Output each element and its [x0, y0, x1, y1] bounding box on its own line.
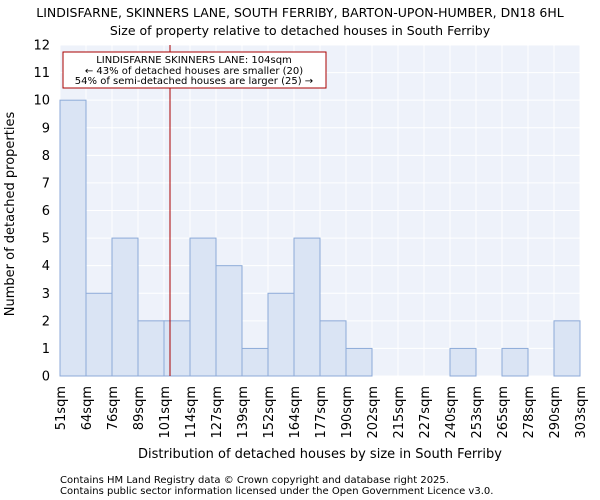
x-tick-label: 190sqm [340, 386, 355, 439]
y-tick-label: 11 [33, 66, 50, 81]
y-tick-label: 10 [33, 94, 50, 109]
bar [59, 99, 87, 377]
y-tick-label: 3 [42, 287, 50, 302]
bar [319, 320, 347, 377]
x-tick-label: 64sqm [80, 386, 95, 430]
bar [215, 265, 243, 377]
x-tick-label: 114sqm [184, 386, 199, 439]
bar [553, 320, 581, 377]
bar [163, 320, 191, 377]
bar [345, 347, 373, 377]
bar [267, 292, 295, 377]
bar [501, 347, 529, 377]
bar [137, 320, 165, 377]
y-tick-label: 1 [42, 342, 50, 357]
y-tick-label: 7 [42, 176, 50, 191]
y-tick-label: 4 [42, 259, 50, 274]
bar [111, 237, 139, 377]
bars [59, 99, 581, 377]
y-tick-label: 8 [42, 149, 50, 164]
x-tick-label: 51sqm [54, 386, 69, 430]
x-tick-label: 215sqm [392, 386, 407, 439]
x-tick-label: 127sqm [210, 386, 225, 439]
y-tick-label: 6 [42, 204, 50, 219]
y-tick-label: 0 [42, 370, 50, 385]
x-tick-label: 265sqm [496, 386, 511, 439]
x-tick-label: 202sqm [366, 386, 381, 439]
footer-line-2: Contains public sector information licen… [60, 486, 493, 497]
x-tick-label: 101sqm [158, 386, 173, 439]
annotation-line-2: ← 43% of detached houses are smaller (20… [85, 66, 303, 77]
x-tick-label: 152sqm [262, 386, 277, 439]
x-tick-label: 76sqm [106, 386, 121, 430]
y-tick-label: 9 [42, 121, 50, 136]
y-tick-label: 2 [42, 314, 50, 329]
chart-subtitle: Size of property relative to detached ho… [110, 23, 491, 38]
annotation-line-1: LINDISFARNE SKINNERS LANE: 104sqm [96, 55, 292, 66]
x-tick-label: 164sqm [288, 386, 303, 439]
x-tick-label: 253sqm [470, 386, 485, 439]
x-tick-label: 227sqm [418, 386, 433, 439]
x-axis-ticks: 51sqm 64sqm 76sqm 89sqm 101sqm 114sqm 127sqm 13… [54, 386, 589, 439]
x-tick-label: 303sqm [574, 386, 589, 439]
footer-line-1: Contains HM Land Registry data © Crown c… [60, 475, 449, 486]
chart-title: LINDISFARNE, SKINNERS LANE, SOUTH FERRIB… [36, 5, 564, 20]
bar [449, 347, 477, 377]
bar [293, 237, 321, 377]
x-tick-label: 89sqm [132, 386, 147, 430]
x-tick-label: 290sqm [548, 386, 563, 439]
annotation-line-3: 54% of semi-detached houses are larger (… [75, 76, 313, 87]
bar [241, 347, 269, 377]
x-tick-label: 177sqm [314, 386, 329, 439]
bar [189, 237, 217, 377]
bar [85, 292, 113, 377]
x-tick-label: 240sqm [444, 386, 459, 439]
x-tick-label: 139sqm [236, 386, 251, 439]
y-tick-label: 5 [42, 232, 50, 247]
x-tick-label: 278sqm [522, 386, 537, 439]
annotation-box [62, 51, 327, 89]
y-tick-label: 12 [33, 39, 50, 54]
x-axis-label: Distribution of detached houses by size … [138, 447, 502, 462]
y-axis-label: Number of detached properties [3, 112, 18, 317]
